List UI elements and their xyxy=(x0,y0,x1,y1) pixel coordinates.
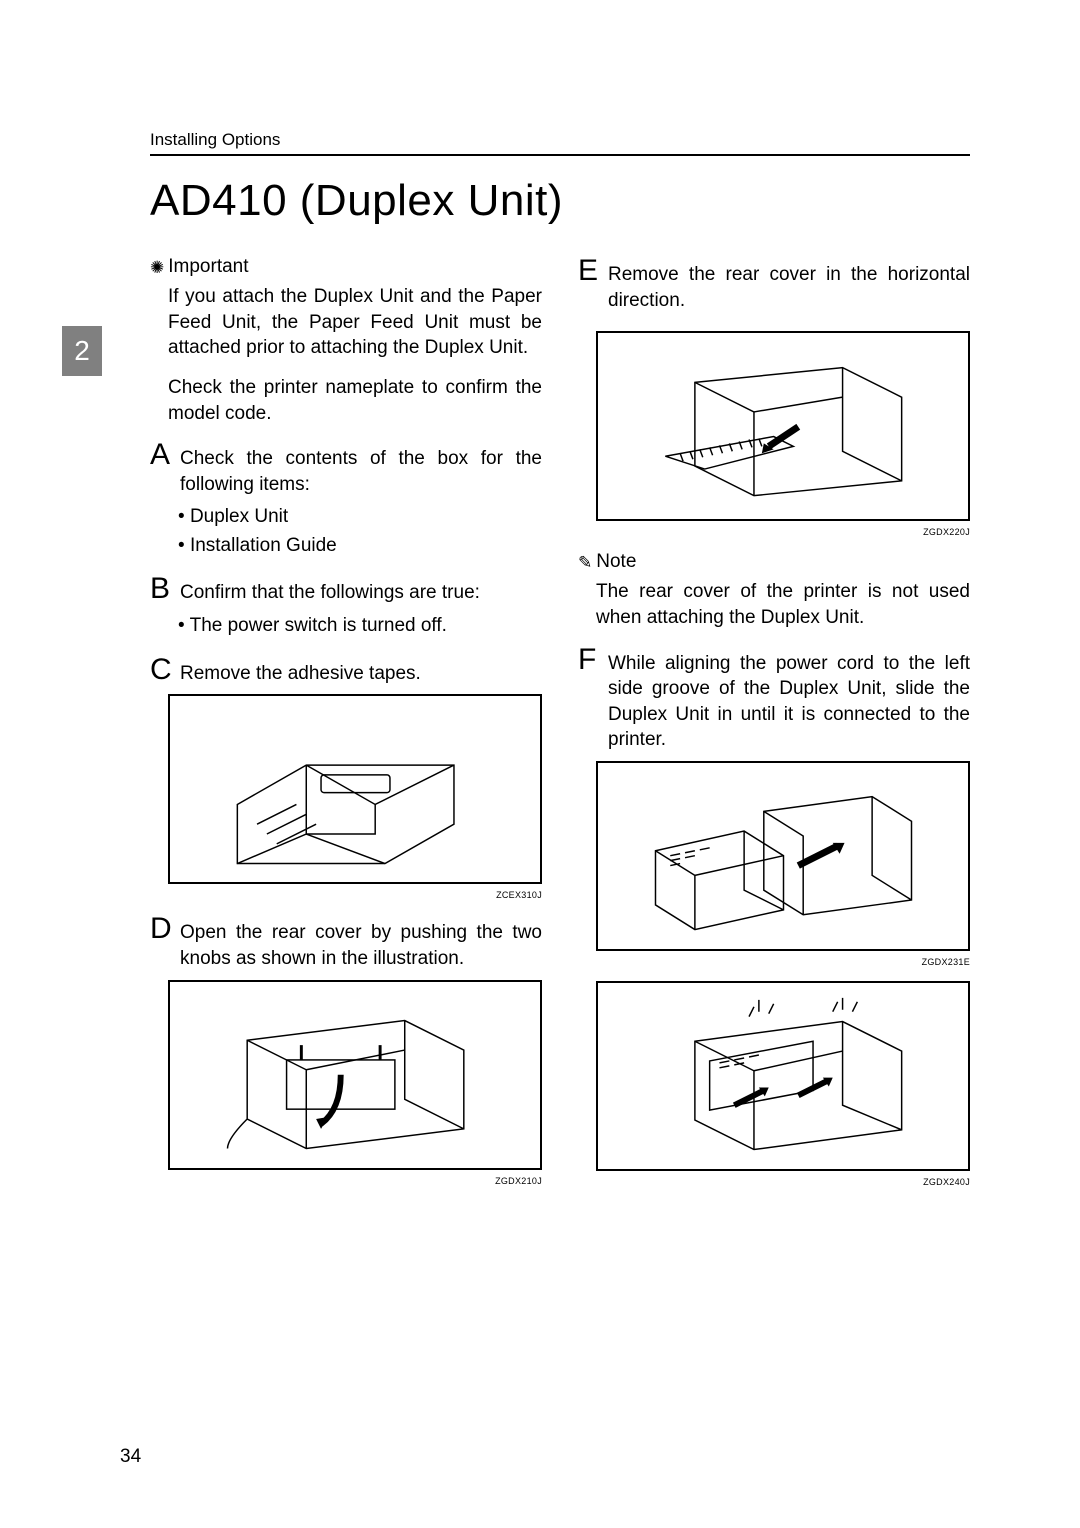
important-label: ✺ Important xyxy=(150,256,542,278)
list-item: Duplex Unit xyxy=(178,503,542,532)
list-item: Installation Guide xyxy=(178,532,542,561)
figure-f2 xyxy=(596,981,970,1171)
page: Installing Options AD410 (Duplex Unit) 2… xyxy=(0,0,1080,1528)
step-d-text: Open the rear cover by pushing the two k… xyxy=(180,914,542,971)
page-title: AD410 (Duplex Unit) xyxy=(150,176,970,226)
left-column: ✺ Important If you attach the Duplex Uni… xyxy=(150,256,542,1201)
printer-duplex-attached-illustration-icon xyxy=(617,992,950,1159)
step-b-items: The power switch is turned off. xyxy=(178,612,542,641)
figure-f1 xyxy=(596,761,970,951)
step-a-items: Duplex Unit Installation Guide xyxy=(178,503,542,560)
note-text: The rear cover of the printer is not use… xyxy=(596,579,970,630)
step-c-text: Remove the adhesive tapes. xyxy=(180,655,421,687)
step-a-text: Check the contents of the box for the fo… xyxy=(180,440,542,497)
step-c: C Remove the adhesive tapes. xyxy=(150,655,542,687)
printer-slide-duplex-illustration-icon xyxy=(617,772,950,939)
figure-c xyxy=(168,694,542,884)
step-e-text: Remove the rear cover in the horizontal … xyxy=(608,256,970,313)
breadcrumb-rule xyxy=(150,154,970,156)
figure-f2-code: ZGDX240J xyxy=(578,1177,970,1187)
check-nameplate-text: Check the printer nameplate to confirm t… xyxy=(168,375,542,426)
figure-e-code: ZGDX220J xyxy=(578,527,970,537)
step-f: F While aligning the power cord to the l… xyxy=(578,645,970,754)
step-f-text: While aligning the power cord to the lef… xyxy=(608,645,970,754)
step-b-text: Confirm that the followings are true: xyxy=(180,574,480,606)
figure-f1-code: ZGDX231E xyxy=(578,957,970,967)
step-a-letter: A xyxy=(150,440,174,497)
page-number: 34 xyxy=(120,1446,141,1468)
step-b-letter: B xyxy=(150,574,174,606)
step-d-letter: D xyxy=(150,914,174,971)
note-label: ✎ Note xyxy=(578,551,970,573)
figure-d xyxy=(168,980,542,1170)
step-c-letter: C xyxy=(150,655,174,687)
important-label-text: Important xyxy=(168,256,248,278)
step-f-letter: F xyxy=(578,645,602,754)
printer-rear-cover-illustration-icon xyxy=(189,991,522,1158)
note-icon: ✎ xyxy=(578,554,592,571)
right-column: E Remove the rear cover in the horizonta… xyxy=(578,256,970,1201)
columns: ✺ Important If you attach the Duplex Uni… xyxy=(150,256,970,1201)
figure-d-code: ZGDX210J xyxy=(150,1176,542,1186)
step-e-letter: E xyxy=(578,256,602,313)
printer-remove-cover-illustration-icon xyxy=(617,343,950,510)
step-e: E Remove the rear cover in the horizonta… xyxy=(578,256,970,313)
figure-c-code: ZCEX310J xyxy=(150,890,542,900)
step-a: A Check the contents of the box for the … xyxy=(150,440,542,497)
important-text: If you attach the Duplex Unit and the Pa… xyxy=(168,284,542,361)
printer-tape-illustration-icon xyxy=(189,706,522,873)
note-label-text: Note xyxy=(596,551,636,573)
important-icon: ✺ xyxy=(150,259,164,276)
figure-e xyxy=(596,331,970,521)
step-b: B Confirm that the followings are true: xyxy=(150,574,542,606)
breadcrumb: Installing Options xyxy=(150,130,970,150)
chapter-tab: 2 xyxy=(62,326,102,376)
step-d: D Open the rear cover by pushing the two… xyxy=(150,914,542,971)
list-item: The power switch is turned off. xyxy=(178,612,542,641)
